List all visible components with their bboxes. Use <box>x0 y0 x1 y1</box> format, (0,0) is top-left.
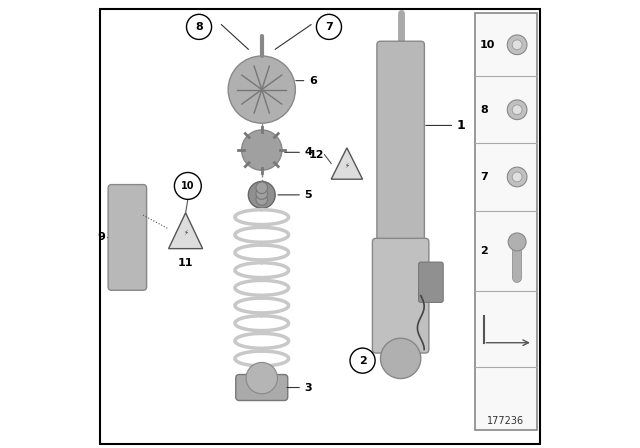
Text: 6: 6 <box>309 76 317 86</box>
FancyBboxPatch shape <box>236 375 288 401</box>
Circle shape <box>256 182 268 194</box>
Circle shape <box>228 56 296 123</box>
Polygon shape <box>168 213 203 249</box>
Circle shape <box>316 14 342 39</box>
Circle shape <box>242 130 282 170</box>
Text: 10: 10 <box>480 40 495 50</box>
Text: ⚡: ⚡ <box>344 163 349 169</box>
Circle shape <box>380 338 421 379</box>
Text: 4: 4 <box>305 147 312 157</box>
Text: 1: 1 <box>457 119 465 132</box>
Circle shape <box>508 167 527 187</box>
Circle shape <box>512 172 522 182</box>
Circle shape <box>508 35 527 55</box>
Circle shape <box>256 188 268 199</box>
Circle shape <box>174 172 201 199</box>
Circle shape <box>186 14 212 39</box>
Circle shape <box>512 40 522 50</box>
Circle shape <box>246 362 278 394</box>
FancyBboxPatch shape <box>475 13 538 430</box>
Text: 11: 11 <box>178 258 193 267</box>
FancyBboxPatch shape <box>377 41 424 250</box>
FancyBboxPatch shape <box>372 238 429 353</box>
Text: 177236: 177236 <box>487 416 525 426</box>
Text: ⚡: ⚡ <box>183 230 188 236</box>
Circle shape <box>508 233 526 251</box>
Circle shape <box>248 181 275 208</box>
Circle shape <box>512 105 522 115</box>
Text: 8: 8 <box>480 105 488 115</box>
Polygon shape <box>332 148 363 179</box>
Circle shape <box>350 348 375 373</box>
Text: 10: 10 <box>181 181 195 191</box>
Text: 7: 7 <box>325 22 333 32</box>
Text: 5: 5 <box>305 190 312 200</box>
Text: 12: 12 <box>309 150 324 159</box>
Text: 9: 9 <box>97 233 105 242</box>
Circle shape <box>508 100 527 120</box>
Circle shape <box>256 194 268 205</box>
FancyBboxPatch shape <box>108 185 147 290</box>
Text: 3: 3 <box>305 383 312 392</box>
FancyBboxPatch shape <box>419 262 444 302</box>
Text: 7: 7 <box>480 172 488 182</box>
Text: 2: 2 <box>358 356 367 366</box>
FancyBboxPatch shape <box>100 9 540 444</box>
Text: 8: 8 <box>195 22 203 32</box>
Text: 2: 2 <box>480 246 488 256</box>
